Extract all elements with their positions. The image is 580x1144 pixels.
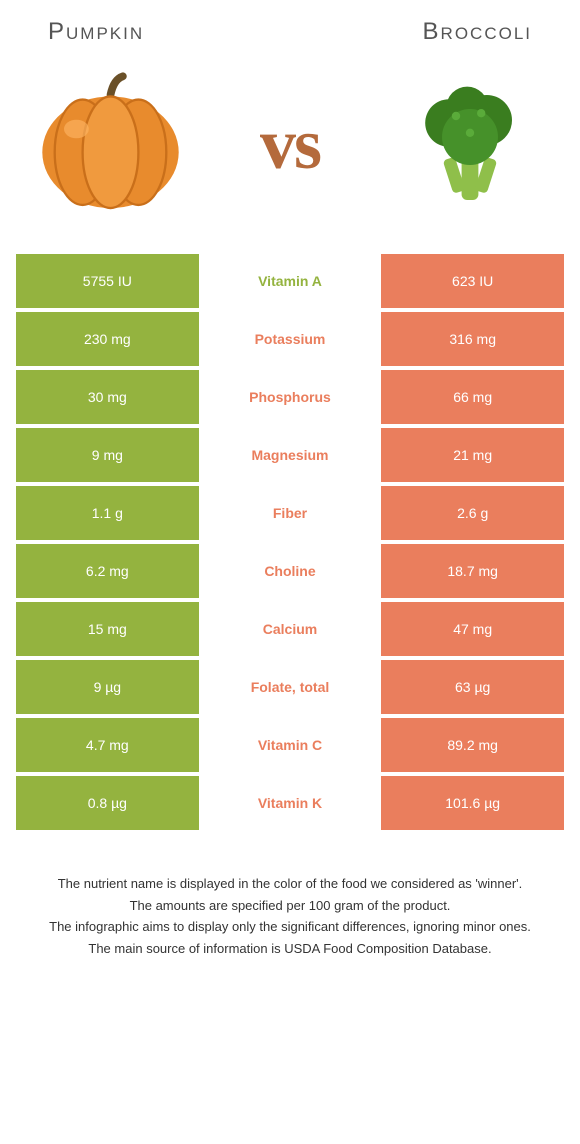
left-value: 4.7 mg bbox=[16, 718, 199, 772]
nutrient-label: Phosphorus bbox=[199, 370, 382, 424]
left-value: 5755 IU bbox=[16, 254, 199, 308]
footer-line: The main source of information is USDA F… bbox=[20, 939, 560, 959]
table-row: 5755 IUVitamin A623 IU bbox=[16, 254, 564, 308]
nutrient-label: Magnesium bbox=[199, 428, 382, 482]
table-row: 230 mgPotassium316 mg bbox=[16, 312, 564, 366]
left-value: 9 mg bbox=[16, 428, 199, 482]
right-value: 89.2 mg bbox=[381, 718, 564, 772]
broccoli-icon bbox=[390, 64, 550, 224]
right-value: 623 IU bbox=[381, 254, 564, 308]
nutrient-label: Fiber bbox=[199, 486, 382, 540]
footer-line: The infographic aims to display only the… bbox=[20, 917, 560, 937]
table-row: 1.1 gFiber2.6 g bbox=[16, 486, 564, 540]
header: Pumpkin Broccoli bbox=[0, 0, 580, 54]
nutrient-table: 5755 IUVitamin A623 IU230 mgPotassium316… bbox=[0, 254, 580, 834]
nutrient-label: Calcium bbox=[199, 602, 382, 656]
table-row: 6.2 mgCholine18.7 mg bbox=[16, 544, 564, 598]
right-value: 18.7 mg bbox=[381, 544, 564, 598]
hero-row: vs bbox=[0, 54, 580, 254]
left-value: 30 mg bbox=[16, 370, 199, 424]
right-value: 101.6 µg bbox=[381, 776, 564, 830]
footer-line: The nutrient name is displayed in the co… bbox=[20, 874, 560, 894]
table-row: 15 mgCalcium47 mg bbox=[16, 602, 564, 656]
left-food-title: Pumpkin bbox=[48, 18, 144, 46]
left-value: 9 µg bbox=[16, 660, 199, 714]
table-row: 4.7 mgVitamin C89.2 mg bbox=[16, 718, 564, 772]
nutrient-label: Folate, total bbox=[199, 660, 382, 714]
left-value: 0.8 µg bbox=[16, 776, 199, 830]
left-value: 6.2 mg bbox=[16, 544, 199, 598]
footer-line: The amounts are specified per 100 gram o… bbox=[20, 896, 560, 916]
table-row: 0.8 µgVitamin K101.6 µg bbox=[16, 776, 564, 830]
left-value: 1.1 g bbox=[16, 486, 199, 540]
right-value: 2.6 g bbox=[381, 486, 564, 540]
nutrient-label: Vitamin K bbox=[199, 776, 382, 830]
right-value: 66 mg bbox=[381, 370, 564, 424]
table-row: 9 mgMagnesium21 mg bbox=[16, 428, 564, 482]
right-food-title: Broccoli bbox=[423, 18, 532, 46]
nutrient-label: Vitamin A bbox=[199, 254, 382, 308]
left-value: 15 mg bbox=[16, 602, 199, 656]
nutrient-label: Potassium bbox=[199, 312, 382, 366]
right-value: 47 mg bbox=[381, 602, 564, 656]
left-value: 230 mg bbox=[16, 312, 199, 366]
right-value: 21 mg bbox=[381, 428, 564, 482]
nutrient-label: Vitamin C bbox=[199, 718, 382, 772]
vs-text: vs bbox=[260, 103, 320, 186]
right-value: 63 µg bbox=[381, 660, 564, 714]
pumpkin-icon bbox=[30, 64, 190, 224]
right-value: 316 mg bbox=[381, 312, 564, 366]
nutrient-label: Choline bbox=[199, 544, 382, 598]
footer-notes: The nutrient name is displayed in the co… bbox=[0, 834, 580, 980]
table-row: 9 µgFolate, total63 µg bbox=[16, 660, 564, 714]
table-row: 30 mgPhosphorus66 mg bbox=[16, 370, 564, 424]
